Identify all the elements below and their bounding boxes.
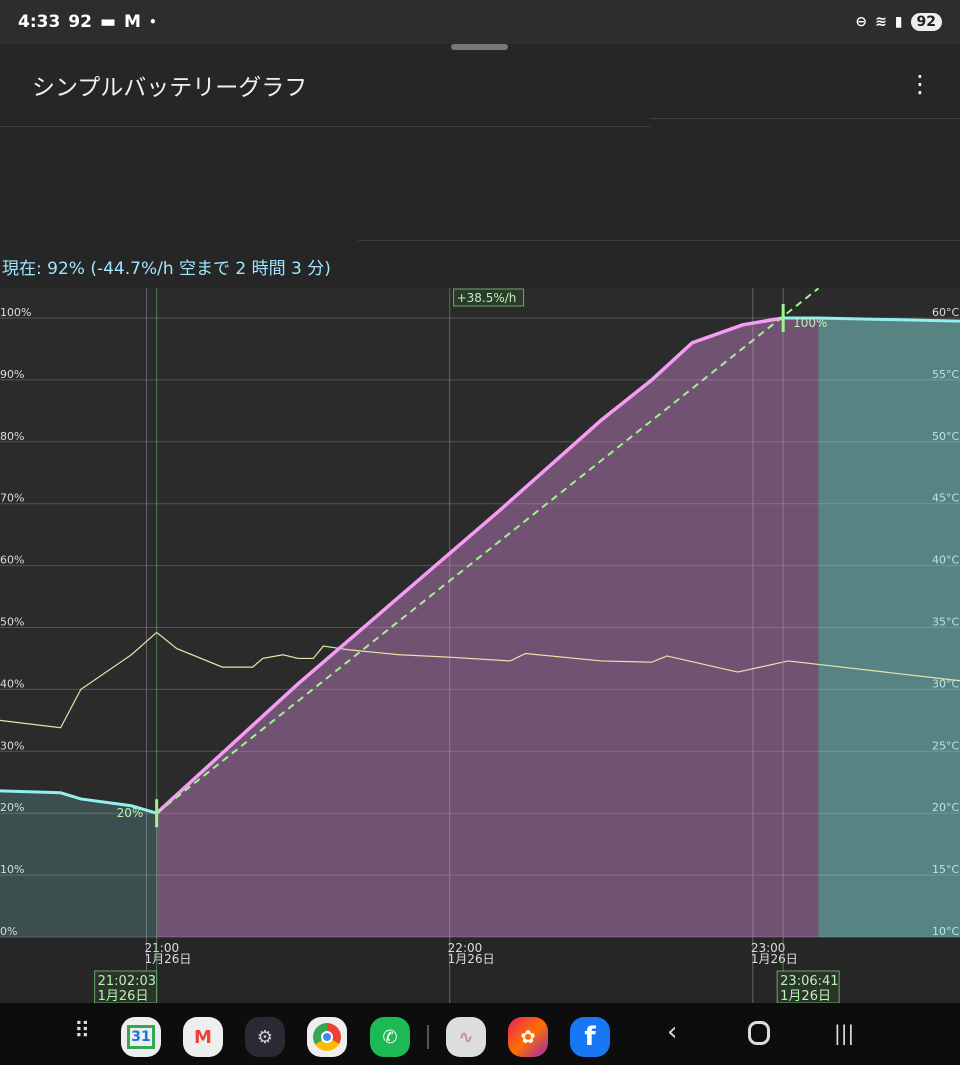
y-tick-label: 30%	[0, 739, 24, 752]
gmail-icon[interactable]: M	[183, 1017, 223, 1057]
battery-icon: 92	[910, 13, 942, 31]
chrome-icon[interactable]	[307, 1017, 347, 1057]
battery-chart[interactable]: 0% 10°C 10% 15°C 20% 20°C 30% 25°C 40% 30°C 50% 35°…	[0, 288, 960, 1003]
after-area	[818, 318, 960, 937]
back-icon[interactable]: ‹	[667, 1017, 678, 1047]
clock: 4:33	[18, 12, 61, 32]
y2-tick-label: 35°C	[932, 616, 959, 629]
x-tick-label: 22:00	[448, 941, 483, 955]
signal-icon: ▮	[894, 14, 903, 30]
trend-line	[156, 288, 820, 814]
page-title: シンプルバッテリーグラフ	[32, 75, 308, 101]
apps-grid-icon[interactable]: ⠿	[74, 1019, 90, 1044]
y-tick-label: 80%	[0, 430, 24, 443]
battery-graph-icon[interactable]: ∿	[446, 1017, 486, 1057]
wifi-icon: ≋	[875, 14, 887, 30]
trend-label-box	[453, 288, 525, 307]
dot-icon: •	[148, 15, 157, 29]
settings-icon[interactable]: ⚙	[245, 1017, 285, 1057]
x-tick-label: 21:00	[145, 941, 180, 955]
y-tick-label: 60%	[0, 554, 24, 567]
y-tick-label: 40%	[0, 677, 24, 690]
status-bar: 4:33 92 ▬ M • ⊖ ≋ ▮ 92	[0, 0, 960, 44]
gallery-icon[interactable]: ✿	[508, 1017, 548, 1057]
y2-tick-label: 20°C	[932, 801, 959, 814]
y-tick-label: 70%	[0, 492, 24, 505]
y-tick-label: 0%	[0, 925, 17, 938]
facebook-icon[interactable]: f	[570, 1017, 610, 1057]
marker-date: 1月26日	[98, 989, 149, 1003]
home-icon[interactable]	[748, 1021, 770, 1045]
y2-tick-label: 55°C	[932, 368, 959, 381]
app-bar: シンプルバッテリーグラフ	[0, 50, 960, 120]
x-tick-label: 23:00	[751, 941, 786, 955]
charge-area	[156, 318, 819, 937]
notif-battery-level: 92	[68, 12, 92, 32]
discharge-line	[0, 789, 158, 815]
calendar-label: 31	[127, 1025, 155, 1049]
dock-divider	[427, 1025, 429, 1049]
y-tick-label: 10%	[0, 863, 24, 876]
y2-tick-label: 60°C	[932, 306, 959, 319]
dnd-icon: ⊖	[855, 14, 868, 30]
taskbar: ⠿ 31 M ⚙ ✆ ∿ ✿ f ‹ |||	[0, 1003, 960, 1065]
x-tick-date: 1月26日	[448, 952, 495, 966]
temperature-line	[0, 631, 960, 729]
marker-time: 21:02:03	[98, 974, 156, 989]
y-tick-label: 20%	[0, 801, 24, 814]
drag-handle[interactable]	[451, 44, 508, 50]
y2-tick-label: 10°C	[932, 925, 959, 938]
phone-icon[interactable]: ✆	[370, 1017, 410, 1057]
y2-tick-label: 30°C	[932, 677, 959, 690]
marker-value: 20%	[117, 806, 144, 820]
y2-tick-label: 45°C	[932, 492, 959, 505]
trend-label: +38.5%/h	[457, 291, 517, 305]
more-vert-icon[interactable]: ⋮	[908, 70, 932, 98]
current-status: 現在: 92% (-44.7%/h 空まで 2 時間 3 分)	[2, 259, 331, 279]
y2-tick-label: 15°C	[932, 863, 959, 876]
marker-value: 100%	[793, 316, 827, 330]
notification-icon: ▬	[99, 12, 117, 32]
plot-background	[0, 288, 960, 937]
y-tick-label: 50%	[0, 616, 24, 629]
discharge-area	[0, 790, 157, 937]
y2-tick-label: 50°C	[932, 430, 959, 443]
marker-time-box	[94, 970, 158, 1003]
y-tick-label: 100%	[0, 306, 31, 319]
recents-icon[interactable]: |||	[834, 1021, 855, 1045]
calendar-icon[interactable]: 31	[121, 1017, 161, 1057]
marker-time: 23:06:41	[780, 974, 838, 989]
marker-date: 1月26日	[780, 989, 831, 1003]
x-tick-date: 1月26日	[751, 952, 798, 966]
marker-time-box	[776, 970, 840, 1003]
gmail-icon: M	[124, 12, 141, 32]
y2-tick-label: 25°C	[932, 739, 959, 752]
y-tick-label: 90%	[0, 368, 24, 381]
charge-line	[155, 316, 784, 815]
facebook-label: f	[584, 1022, 596, 1052]
x-tick-date: 1月26日	[145, 952, 192, 966]
y2-tick-label: 40°C	[932, 554, 959, 567]
after-line	[783, 316, 960, 323]
